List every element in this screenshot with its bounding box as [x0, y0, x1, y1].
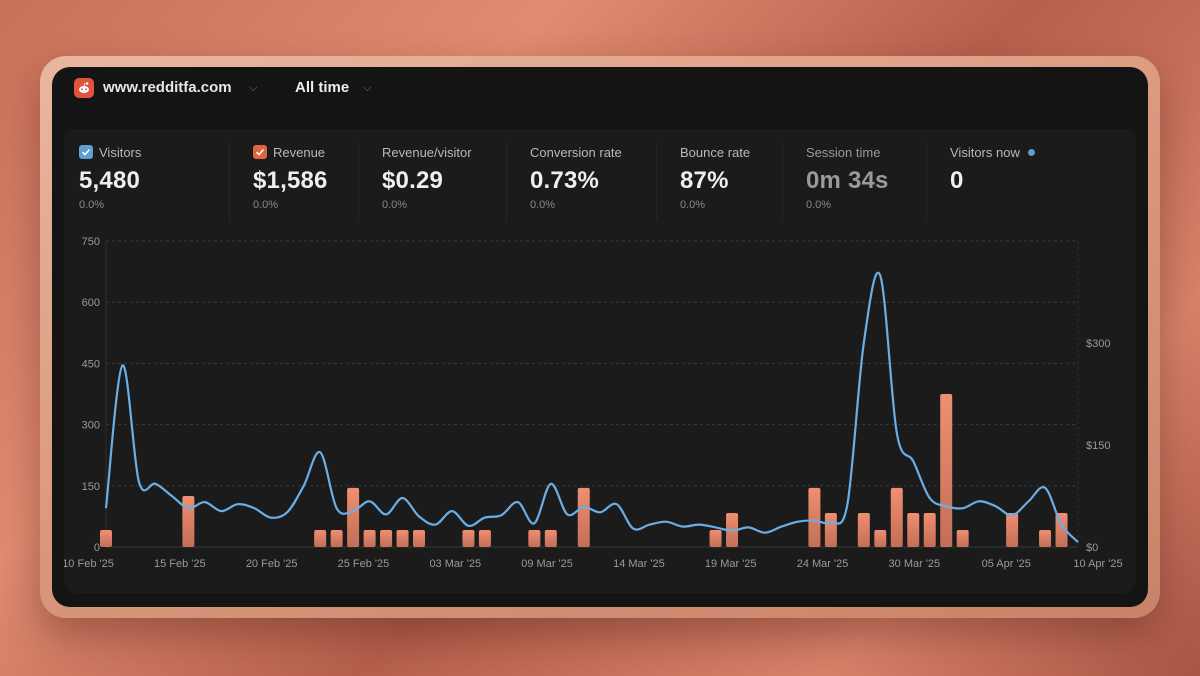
- metric-label: Bounce rate: [680, 144, 751, 160]
- revenue-bar: [956, 530, 969, 547]
- revenue-bar: [1039, 530, 1052, 547]
- metric-change: 0.0%: [680, 199, 706, 211]
- revenue-bar: [874, 530, 887, 547]
- y-right-tick-label: $300: [1086, 338, 1110, 350]
- revenue-bar: [577, 487, 590, 547]
- revenue-bar: [396, 530, 409, 547]
- visitors-checkbox-icon[interactable]: [79, 145, 93, 159]
- metric-value: 0: [950, 167, 964, 194]
- y-left-tick-label: 150: [82, 481, 100, 493]
- revenue-bar: [890, 487, 903, 547]
- y-left-tick-label: 300: [82, 420, 100, 432]
- visitors-revenue-chart[interactable]: 0 150 300 450 600 750 $0 $150 $300 10 Feb '25 15 F…: [64, 129, 1136, 593]
- metric-value: 5,480: [79, 167, 141, 194]
- y-left-tick-label: 0: [94, 542, 100, 554]
- x-tick-label: 09 Mar '25: [521, 558, 573, 570]
- x-tick-label: 14 Mar '25: [613, 558, 665, 570]
- revenue-bar: [100, 530, 112, 547]
- y-left-tick-label: 450: [82, 358, 100, 370]
- divider: [358, 143, 359, 221]
- y-left-tick-label: 750: [82, 236, 100, 248]
- metric-change: 0.0%: [530, 199, 556, 211]
- revenue-bar: [347, 487, 360, 547]
- metric-change: 0.0%: [806, 199, 832, 211]
- metric-value: $0.29: [382, 167, 444, 194]
- revenue-bar: [857, 513, 870, 547]
- metric-label: Visitors now: [950, 144, 1020, 160]
- metric-conversion-rate[interactable]: Conversion rate 0.73% 0.0%: [530, 143, 622, 212]
- revenue-bar: [808, 487, 821, 547]
- metric-value: 0.73%: [530, 167, 600, 194]
- metric-label: Session time: [806, 144, 881, 160]
- revenue-bar: [413, 530, 426, 547]
- x-tick-label: 10 Apr '25: [1073, 558, 1122, 570]
- metric-change: 0.0%: [382, 199, 408, 211]
- x-tick-label: 19 Mar '25: [705, 558, 757, 570]
- site-chevron-down-icon[interactable]: ⌵: [249, 82, 258, 94]
- live-indicator-icon: [1027, 148, 1035, 156]
- metric-label: Conversion rate: [530, 144, 622, 160]
- y-right-tick-label: $150: [1086, 440, 1110, 452]
- x-tick-label: 15 Feb '25: [154, 558, 206, 570]
- x-tick-label: 24 Mar '25: [797, 558, 849, 570]
- period-chevron-down-icon[interactable]: ⌵: [363, 82, 372, 94]
- metric-label: Visitors: [99, 144, 142, 160]
- visitors-line: [104, 271, 1079, 543]
- metric-visitors-now[interactable]: Visitors now 0: [950, 143, 1035, 195]
- x-tick-label: 05 Apr '25: [982, 558, 1031, 570]
- revenue-bar: [330, 530, 343, 547]
- x-tick-label: 10 Feb '25: [64, 558, 114, 570]
- x-tick-label: 03 Mar '25: [429, 558, 481, 570]
- metric-value: $1,586: [253, 167, 328, 194]
- period-selector[interactable]: All time: [295, 79, 350, 96]
- metric-value: 87%: [680, 167, 729, 194]
- revenue-bar: [380, 530, 393, 547]
- revenue-bar: [478, 530, 491, 547]
- divider: [229, 143, 230, 221]
- revenue-bar: [709, 530, 722, 547]
- metric-session-time[interactable]: Session time 0m 34s 0.0%: [806, 143, 889, 212]
- divider: [656, 143, 657, 221]
- dashboard-panel: Visitors 5,480 0.0% Revenue $1,586 0.0% …: [64, 129, 1136, 593]
- revenue-bar: [182, 496, 195, 547]
- metric-bounce-rate[interactable]: Bounce rate 87% 0.0%: [680, 143, 751, 212]
- metric-revenue-per-visitor[interactable]: Revenue/visitor $0.29 0.0%: [382, 143, 472, 212]
- metric-label: Revenue: [273, 144, 326, 160]
- revenue-bar: [923, 513, 936, 547]
- revenue-bar: [1006, 513, 1019, 547]
- analytics-window: www.redditfa.com ⌵ All time ⌵ Visitors 5…: [52, 67, 1148, 607]
- revenue-bar: [824, 513, 837, 547]
- x-tick-label: 30 Mar '25: [889, 558, 941, 570]
- y-left-tick-label: 600: [82, 297, 100, 309]
- revenue-bar: [940, 394, 953, 547]
- revenue-bar: [544, 530, 557, 547]
- revenue-bar: [907, 513, 920, 547]
- metric-value: 0m 34s: [806, 167, 889, 194]
- revenue-bar: [462, 530, 475, 547]
- metric-change: 0.0%: [79, 199, 105, 211]
- metric-change: 0.0%: [253, 199, 279, 211]
- site-logo-icon[interactable]: [74, 78, 94, 98]
- metric-label: Revenue/visitor: [382, 144, 472, 160]
- divider: [782, 143, 783, 221]
- x-tick-label: 20 Feb '25: [246, 558, 298, 570]
- revenue-bar: [528, 530, 541, 547]
- divider: [926, 143, 927, 221]
- x-tick-label: 25 Feb '25: [338, 558, 390, 570]
- metric-revenue[interactable]: Revenue $1,586 0.0%: [253, 143, 328, 211]
- revenue-bar: [363, 530, 376, 547]
- y-right-tick-label: $0: [1086, 542, 1098, 554]
- divider: [506, 143, 507, 221]
- revenue-bar: [314, 530, 327, 547]
- revenue-bar: [1055, 513, 1068, 547]
- top-bar: www.redditfa.com ⌵ All time ⌵: [52, 67, 1148, 111]
- site-selector[interactable]: www.redditfa.com: [103, 79, 232, 96]
- metric-visitors[interactable]: Visitors 5,480 0.0%: [79, 143, 141, 211]
- revenue-checkbox-icon[interactable]: [253, 145, 267, 159]
